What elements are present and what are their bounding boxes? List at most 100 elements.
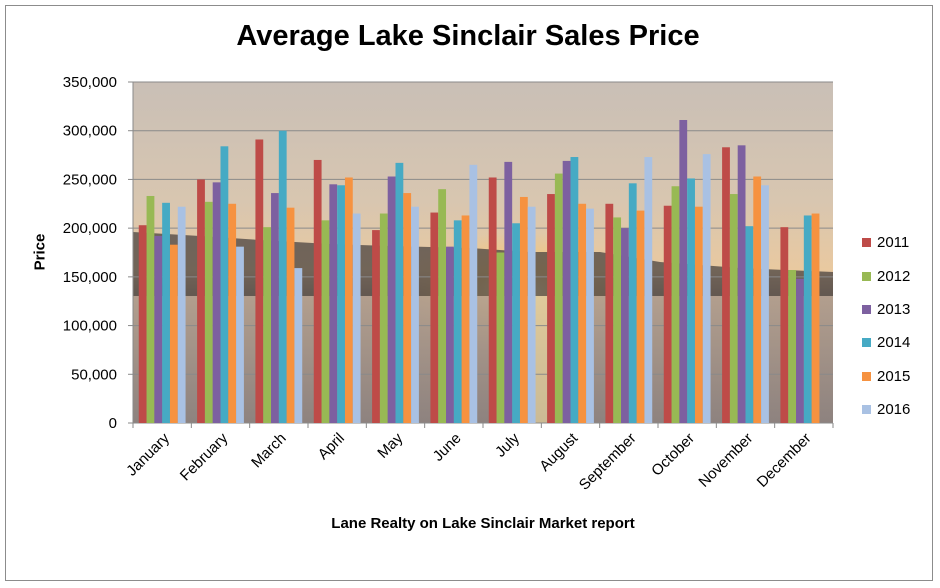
legend-label: 2016 xyxy=(877,401,911,419)
y-tick-label: 50,000 xyxy=(71,366,117,383)
bar-2013-november xyxy=(737,145,746,424)
bar-2016-november xyxy=(761,185,769,423)
x-axis-label: Lane Realty on Lake Sinclair Market repo… xyxy=(331,515,635,532)
bar-2016-june xyxy=(469,164,478,424)
bar-2014-december xyxy=(803,215,812,423)
x-tick-label: December xyxy=(754,430,815,491)
bar-2013-december xyxy=(796,278,804,423)
legend-item: 2012 xyxy=(862,259,910,292)
bar-2011-july xyxy=(488,177,497,423)
bar-2015-august xyxy=(578,203,587,423)
bar-2014-july xyxy=(512,223,520,423)
bar-2015-may xyxy=(403,193,412,423)
legend-label: 2011 xyxy=(877,234,910,252)
bar-2014-june xyxy=(453,220,462,423)
x-tick-label: April xyxy=(315,430,348,463)
legend-item: 2014 xyxy=(862,326,910,359)
bar-2013-july xyxy=(504,161,513,424)
x-tick-label: November xyxy=(695,430,756,491)
bars xyxy=(138,119,820,424)
x-tick-label: January xyxy=(123,429,173,479)
bar-2011-december xyxy=(780,227,789,423)
bar-2012-may xyxy=(379,213,388,423)
bar-2013-august xyxy=(562,160,571,423)
x-tick-label: May xyxy=(374,429,406,461)
bar-2011-august xyxy=(547,194,555,423)
y-tick-labels: 0 50,000 100,000 150,000 200,000 250,000 300,0… xyxy=(63,74,117,432)
bar-2015-june xyxy=(461,215,470,423)
bar-2012-september xyxy=(613,217,622,423)
legend-item: 2011 xyxy=(862,226,910,259)
bar-2016-january xyxy=(177,206,186,423)
bar-2011-september xyxy=(605,203,614,423)
bar-2016-october xyxy=(702,154,711,423)
bar-2012-april xyxy=(321,220,330,423)
bar-2012-july xyxy=(496,252,505,423)
bar-2014-march xyxy=(278,130,287,423)
bar-2014-november xyxy=(745,226,754,423)
bar-2015-april xyxy=(344,177,353,423)
bar-2012-august xyxy=(554,173,563,423)
bar-2011-june xyxy=(430,212,439,423)
chart-title: Average Lake Sinclair Sales Price xyxy=(236,20,700,52)
bar-2015-march xyxy=(286,207,295,423)
y-tick-label: 350,000 xyxy=(63,74,117,91)
x-tick-label: July xyxy=(492,429,523,460)
y-tick-label: 200,000 xyxy=(63,220,117,237)
legend-label: 2014 xyxy=(877,334,911,352)
bar-2012-february xyxy=(204,201,213,423)
bar-2012-october xyxy=(671,186,680,423)
bar-2013-september xyxy=(621,228,629,423)
legend-item: 2015 xyxy=(862,360,910,393)
bar-2011-april xyxy=(313,159,322,423)
bar-2014-august xyxy=(570,157,579,423)
legend-swatch xyxy=(862,338,871,348)
bar-2014-january xyxy=(162,202,170,423)
bar-2015-december xyxy=(811,213,820,423)
bar-2012-november xyxy=(729,194,738,423)
background-photo xyxy=(133,82,833,423)
bar-2013-june xyxy=(446,246,454,423)
x-tick-label: August xyxy=(536,429,582,475)
bar-2016-july xyxy=(527,206,536,423)
bar-2011-may xyxy=(372,230,380,423)
legend-swatch xyxy=(862,371,871,381)
legend-swatch xyxy=(862,405,871,415)
legend-label: 2015 xyxy=(877,367,911,385)
bar-2012-march xyxy=(263,227,272,423)
legend-label: 2013 xyxy=(877,300,911,318)
bar-2016-may xyxy=(411,206,419,423)
bar-2015-september xyxy=(636,210,645,423)
y-tick-label: 100,000 xyxy=(63,318,117,335)
bar-2015-october xyxy=(694,206,703,423)
gridlines xyxy=(128,81,833,424)
bar-2016-august xyxy=(586,208,594,423)
bar-2016-april xyxy=(352,213,361,423)
legend-swatch xyxy=(862,304,871,314)
bar-2014-october xyxy=(687,178,695,423)
bar-2014-april xyxy=(337,185,345,423)
legend-item: 2013 xyxy=(862,293,910,326)
legend-swatch xyxy=(862,271,871,281)
legend-swatch xyxy=(862,238,871,248)
bar-2014-february xyxy=(220,146,229,423)
bar-2015-january xyxy=(169,244,178,423)
bar-2013-october xyxy=(679,119,688,424)
bar-2013-april xyxy=(329,184,338,423)
bar-2011-march xyxy=(255,139,264,424)
x-tick-label: March xyxy=(248,430,289,471)
bar-2013-march xyxy=(271,193,279,423)
bar-2014-september xyxy=(628,183,637,423)
legend-label: 2012 xyxy=(877,267,911,285)
y-tick-label: 300,000 xyxy=(63,123,117,140)
bar-2015-november xyxy=(753,176,762,423)
bar-2011-november xyxy=(722,147,730,423)
bar-2011-october xyxy=(663,205,672,423)
x-tick-label: October xyxy=(648,430,698,480)
bar-2012-december xyxy=(788,270,797,423)
y-tick-label: 0 xyxy=(109,415,117,432)
x-tick-label: February xyxy=(177,429,232,484)
bar-2014-may xyxy=(395,162,404,423)
bar-2013-may xyxy=(387,176,396,423)
